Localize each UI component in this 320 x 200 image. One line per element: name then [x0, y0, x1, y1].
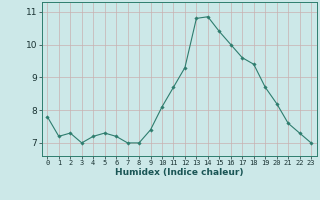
X-axis label: Humidex (Indice chaleur): Humidex (Indice chaleur) — [115, 168, 244, 177]
